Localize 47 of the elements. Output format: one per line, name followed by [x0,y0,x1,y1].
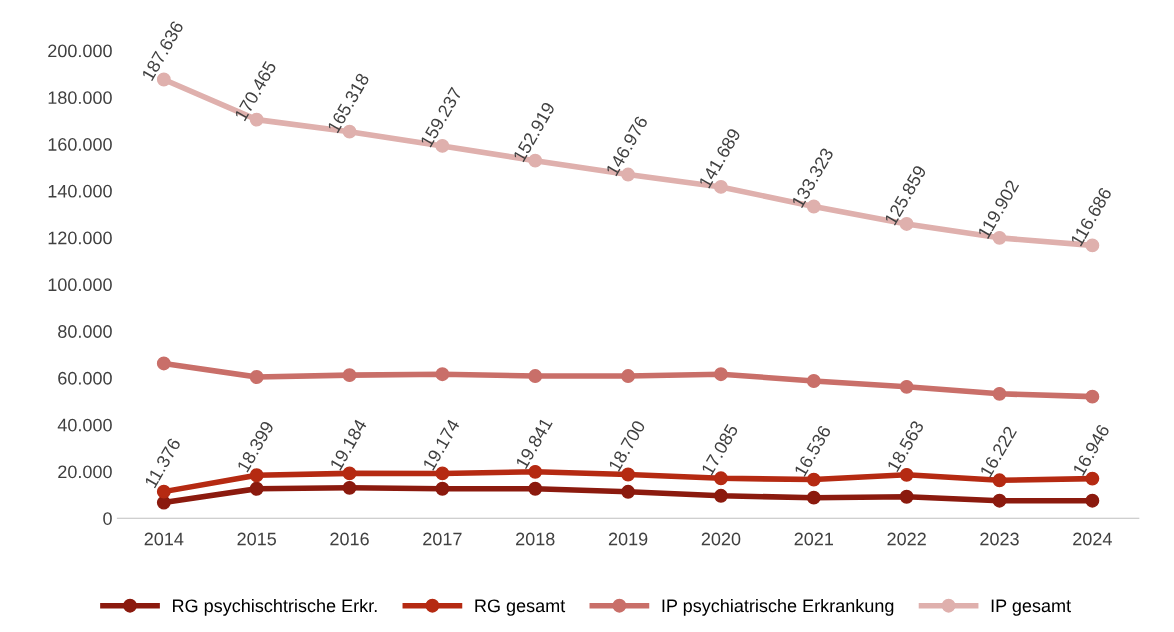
point [528,369,543,384]
legend-label: RG gesamt [475,599,566,616]
point [899,489,914,504]
y-tick-label: 0 [103,512,112,525]
y-tick-label: 200.000 [48,44,112,58]
point [249,370,264,384]
legend-label: IP psychiatrische Erkrankung [662,598,894,616]
y-tick-label: 60.000 [58,371,112,385]
x-tick-label: 2020 [701,532,741,546]
x-tick-label: 2022 [887,532,926,546]
point [435,481,450,496]
point [621,369,636,384]
point [713,367,728,382]
legend-label: IP gesamt [991,599,1071,616]
x-tick-label: 2015 [237,532,277,546]
point [156,356,171,371]
point [342,480,357,495]
y-tick-label: 180.000 [48,91,112,105]
point [528,481,543,496]
x-tick-label: 2023 [980,532,1019,546]
y-tick-label: 80.000 [58,325,112,338]
point [713,488,728,503]
point [435,367,450,382]
x-tick-label: 2016 [330,532,369,546]
x-tick-label: 2021 [794,532,833,546]
point [342,368,357,383]
y-tick-label: 140.000 [48,184,112,198]
point [992,386,1007,401]
point [899,379,914,394]
point [1085,493,1100,508]
point [621,484,636,499]
y-tick-label: 120.000 [48,231,112,245]
point [806,490,821,505]
y-tick-label: 100.000 [48,278,112,292]
x-tick-label: 2019 [608,532,648,546]
x-tick-label: 2018 [516,532,555,546]
legend-label: RG psychischtrische Erkr. [173,598,377,616]
y-tick-label: 160.000 [48,138,112,151]
y-tick-label: 40.000 [57,418,112,432]
y-tick-label: 20.000 [58,465,112,479]
x-tick-label: 2017 [423,532,462,546]
x-tick-label: 2024 [1073,532,1112,546]
point [249,481,264,496]
point [806,374,821,388]
point [992,493,1007,508]
point [1085,389,1100,404]
x-tick-label: 2014 [144,532,184,546]
